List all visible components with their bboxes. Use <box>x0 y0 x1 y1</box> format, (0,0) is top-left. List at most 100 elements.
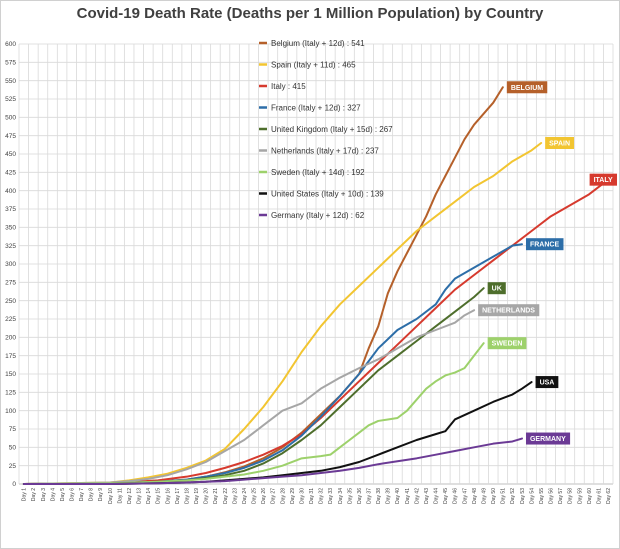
y-tick-label: 350 <box>5 225 16 232</box>
y-tick-label: 300 <box>5 261 16 268</box>
x-tick-label: Day 50 <box>491 488 497 504</box>
x-tick-label: Day 47 <box>462 488 468 504</box>
end-label-netherlands: NETHERLANDS <box>478 304 540 317</box>
x-tick-label: Day 27 <box>271 488 277 504</box>
y-tick-label: 175 <box>5 353 16 360</box>
x-tick-label: Day 23 <box>232 488 238 504</box>
x-tick-label: Day 6 <box>69 488 75 501</box>
series-line-sweden <box>22 342 485 485</box>
y-tick-label: 325 <box>5 243 16 250</box>
x-tick-label: Day 28 <box>280 488 286 504</box>
end-label-box <box>545 137 575 149</box>
y-tick-label: 200 <box>5 335 16 342</box>
end-label-box <box>525 238 564 251</box>
series-line-germany <box>22 437 523 485</box>
y-tick-label: 25 <box>9 463 17 470</box>
x-tick-label: Day 58 <box>568 488 574 504</box>
end-label-text: GERMANY <box>530 436 566 443</box>
x-tick-label: Day 19 <box>194 488 200 504</box>
x-tick-label: Day 62 <box>606 488 612 504</box>
x-tick-label: Day 21 <box>213 488 219 504</box>
y-tick-label: 375 <box>5 206 16 213</box>
x-tick-label: Day 38 <box>376 488 382 504</box>
legend: Belgium (Italy + 12d) : 541 Spain (Italy … <box>259 39 393 220</box>
end-label-box <box>506 81 548 94</box>
x-tick-label: Day 48 <box>472 488 478 504</box>
x-tick-label: Day 5 <box>60 488 66 501</box>
x-tick-label: Day 51 <box>501 488 507 504</box>
end-label-box <box>487 337 527 350</box>
x-tick-label: Day 43 <box>424 488 430 504</box>
y-tick-label: 575 <box>5 60 16 67</box>
x-tick-label: Day 25 <box>252 488 258 504</box>
x-tick-label: Day 46 <box>453 488 459 504</box>
end-label-text: FRANCE <box>530 242 559 249</box>
x-tick-label: Day 49 <box>481 488 487 504</box>
end-label-text: UK <box>492 286 502 293</box>
x-tick-label: Day 40 <box>395 488 401 504</box>
x-tick-label: Day 1 <box>22 488 28 501</box>
x-tick-label: Day 33 <box>328 488 334 504</box>
y-tick-label: 125 <box>5 390 16 397</box>
y-tick-label: 275 <box>5 280 16 287</box>
end-label-sweden: SWEDEN <box>487 337 527 350</box>
end-labels: BELGIUM SPAIN ITALY FRANCE UK NETHERLANDS SWED… <box>478 81 617 445</box>
legend-entry: Italy : 415 <box>271 82 306 91</box>
legend-entry: Belgium (Italy + 12d) : 541 <box>271 39 365 48</box>
legend-entry: Sweden (Italy + 14d) : 192 <box>271 168 365 177</box>
x-tick-label: Day 35 <box>347 488 353 504</box>
series-line-italy <box>22 178 610 485</box>
end-label-text: SWEDEN <box>492 341 523 348</box>
end-label-italy: ITALY <box>589 173 617 186</box>
x-tick-label: Day 15 <box>156 488 162 504</box>
legend-entry: Germany (Italy + 12d) : 62 <box>271 211 365 220</box>
x-tick-label: Day 39 <box>386 488 392 504</box>
y-tick-label: 525 <box>5 96 16 103</box>
end-label-text: USA <box>540 380 555 387</box>
y-tick-label: 0 <box>12 481 16 488</box>
x-tick-label: Day 10 <box>108 488 114 504</box>
legend-entry: Spain (Italy + 11d) : 465 <box>271 61 356 70</box>
series-line-france <box>22 243 523 485</box>
end-label-germany: GERMANY <box>525 432 571 445</box>
x-tick-label: Day 53 <box>520 488 526 504</box>
x-tick-label: Day 59 <box>577 488 583 504</box>
x-tick-label: Day 9 <box>98 488 104 501</box>
x-tick-label: Day 2 <box>31 488 37 501</box>
end-label-box <box>487 282 506 295</box>
x-tick-label: Day 52 <box>510 488 516 504</box>
y-tick-label: 475 <box>5 133 16 140</box>
x-tick-label: Day 34 <box>338 488 344 504</box>
x-tick-label: Day 60 <box>587 488 593 504</box>
x-tick-label: Day 42 <box>414 488 420 504</box>
x-tick-label: Day 3 <box>41 488 47 501</box>
y-tick-label: 150 <box>5 371 16 378</box>
x-tick-label: Day 61 <box>596 488 602 504</box>
end-label-box <box>478 304 540 317</box>
end-label-belgium: BELGIUM <box>506 81 548 94</box>
y-tick-label: 250 <box>5 298 16 305</box>
end-label-text: BELGIUM <box>511 85 543 92</box>
x-tick-label: Day 57 <box>558 488 564 504</box>
legend-entry: United Kingdom (Italy + 15d) : 267 <box>271 125 393 134</box>
y-tick-label: 550 <box>5 78 16 85</box>
x-tick-label: Day 14 <box>146 488 152 504</box>
x-tick-label: Day 4 <box>50 488 56 501</box>
legend-entry: France (Italy + 12d) : 327 <box>271 104 361 113</box>
x-tick-label: Day 55 <box>539 488 545 504</box>
series-line-netherlands <box>22 309 476 485</box>
y-tick-label: 225 <box>5 316 16 323</box>
end-label-text: NETHERLANDS <box>482 308 535 315</box>
end-label-text: SPAIN <box>549 141 570 148</box>
x-tick-label: Day 56 <box>549 488 555 504</box>
end-label-france: FRANCE <box>525 238 564 251</box>
x-tick-label: Day 41 <box>405 488 411 504</box>
end-label-text: ITALY <box>594 177 613 184</box>
x-tick-label: Day 8 <box>89 488 95 501</box>
x-tick-label: Day 12 <box>127 488 133 504</box>
series-line-spain <box>22 142 543 485</box>
y-tick-label: 450 <box>5 151 16 158</box>
end-label-usa: USA <box>535 376 559 389</box>
